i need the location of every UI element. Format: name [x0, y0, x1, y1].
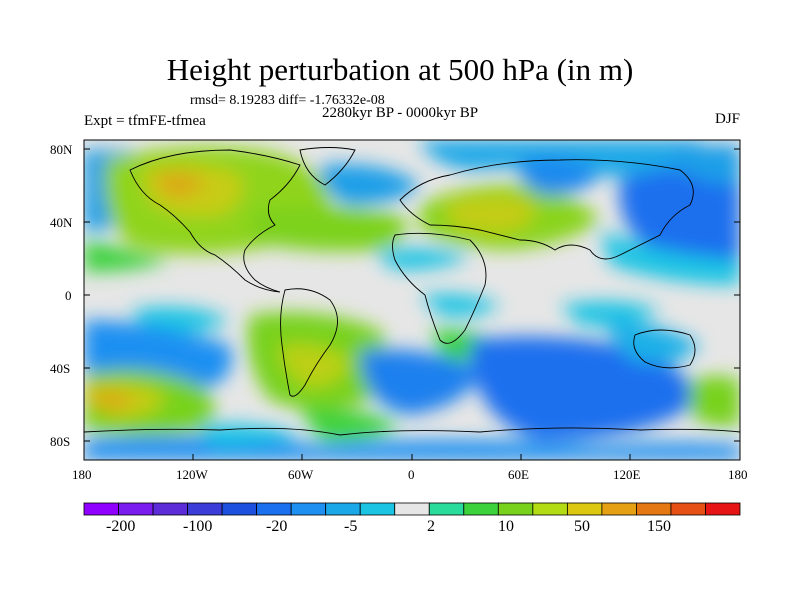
lat-label-40n: 40N [50, 215, 73, 230]
lat-label-80n: 80N [50, 142, 73, 157]
colorbar-label-m5: -5 [344, 518, 358, 535]
season-label: DJF [714, 111, 740, 127]
coast-antarctica [84, 427, 740, 436]
lon-label-60w: 60W [288, 467, 314, 482]
rmsd-diff-stats: rmsd= 8.19283 diff= -1.76332e-08 [190, 93, 385, 108]
lon-label-0: 0 [408, 467, 415, 482]
colorbar-swatch-18 [705, 502, 741, 516]
lon-label-60e: 60E [508, 467, 529, 482]
lon-label-120w: 120W [176, 467, 208, 482]
colorbar [83, 502, 741, 516]
contour-sh-cyan-indian [600, 320, 700, 363]
colorbar-swatch-10 [428, 502, 465, 516]
coast-north-america [129, 149, 301, 293]
experiment-label: Expt = tfmFE-tfmea [84, 113, 206, 129]
axis-ticks [83, 148, 741, 460]
colorbar-swatch-6 [290, 502, 327, 516]
contour-tropic-cyan-3 [420, 293, 500, 317]
colorbar-swatch-15 [601, 502, 637, 516]
colorbar-swatch-5 [256, 502, 292, 516]
contour-nh-blue-atlantic [320, 164, 420, 205]
colorbar-swatch-2 [152, 502, 188, 516]
colorbar-swatch-12 [497, 502, 534, 516]
contour-sh-blue-indian [470, 336, 700, 440]
contour-nh-green-subtropic [84, 240, 170, 272]
coast-europe-asia [399, 159, 694, 260]
coast-australia [633, 329, 696, 369]
colorbar-swatch-17 [670, 502, 706, 516]
time-period-label: 2280kyr BP - 0000kyr BP [322, 105, 479, 121]
contour-sh-blue-southatl [360, 349, 480, 415]
colorbar-swatch-0 [83, 502, 119, 516]
contour-sh-green-southatl [300, 409, 400, 441]
contour-field [84, 140, 740, 460]
colorbar-swatch-11 [463, 502, 499, 516]
colorbar-swatch-7 [325, 502, 361, 516]
colorbar-swatch-16 [636, 502, 672, 516]
contour-nh-orange-america [155, 172, 205, 198]
lon-label-180e: 180 [728, 467, 748, 482]
colorbar-label-2: 2 [427, 518, 435, 535]
colorbar-label-10: 10 [498, 518, 514, 535]
contour-nh-blue-east [670, 145, 740, 185]
colorbar-swatch-1 [118, 502, 154, 516]
contour-nh-yellow-europe [445, 196, 535, 233]
coast-africa [392, 232, 487, 344]
contour-sh-orange-west [88, 390, 135, 410]
colorbar-swatch-9 [394, 502, 430, 516]
colorbar-label-m100: -100 [183, 518, 213, 535]
lon-label-120e: 120E [613, 467, 641, 482]
colorbar-label-m20: -20 [266, 518, 288, 535]
colorbar-label-50: 50 [574, 518, 590, 535]
contour-nh-cyan-pacific [600, 230, 740, 285]
colorbar-label-m200: -200 [106, 518, 136, 535]
lat-label-40s: 40S [50, 361, 71, 376]
colorbar-swatch-14 [566, 502, 603, 516]
contour-nh-cyan-subtropic [379, 248, 470, 270]
contour-nh-green-atlantic [250, 206, 407, 252]
colorbar-swatch-8 [359, 502, 396, 516]
coastlines [84, 147, 740, 436]
colorbar-label-150: 150 [647, 518, 671, 535]
contour-nh-blue-asia [519, 157, 600, 195]
lat-label-80s: 80S [50, 434, 71, 449]
lon-label-180w: 180 [72, 467, 92, 482]
contour-nh-blue-pacific [619, 166, 740, 266]
contour-sh-green-east [690, 376, 740, 427]
lat-label-eq: 0 [65, 288, 72, 303]
plot-title: Height perturbation at 500 hPa (in m) [166, 52, 634, 87]
contour-sh-yellow-america [280, 344, 350, 388]
contour-tropic-cyan-2 [560, 301, 660, 326]
colorbar-swatch-3 [187, 502, 223, 516]
colorbar-swatch-4 [221, 502, 258, 516]
coast-south-america [280, 288, 338, 397]
contour-sh-cyan-antarctic [200, 423, 300, 446]
colorbar-swatch-13 [532, 502, 568, 516]
coast-greenland [299, 147, 356, 186]
